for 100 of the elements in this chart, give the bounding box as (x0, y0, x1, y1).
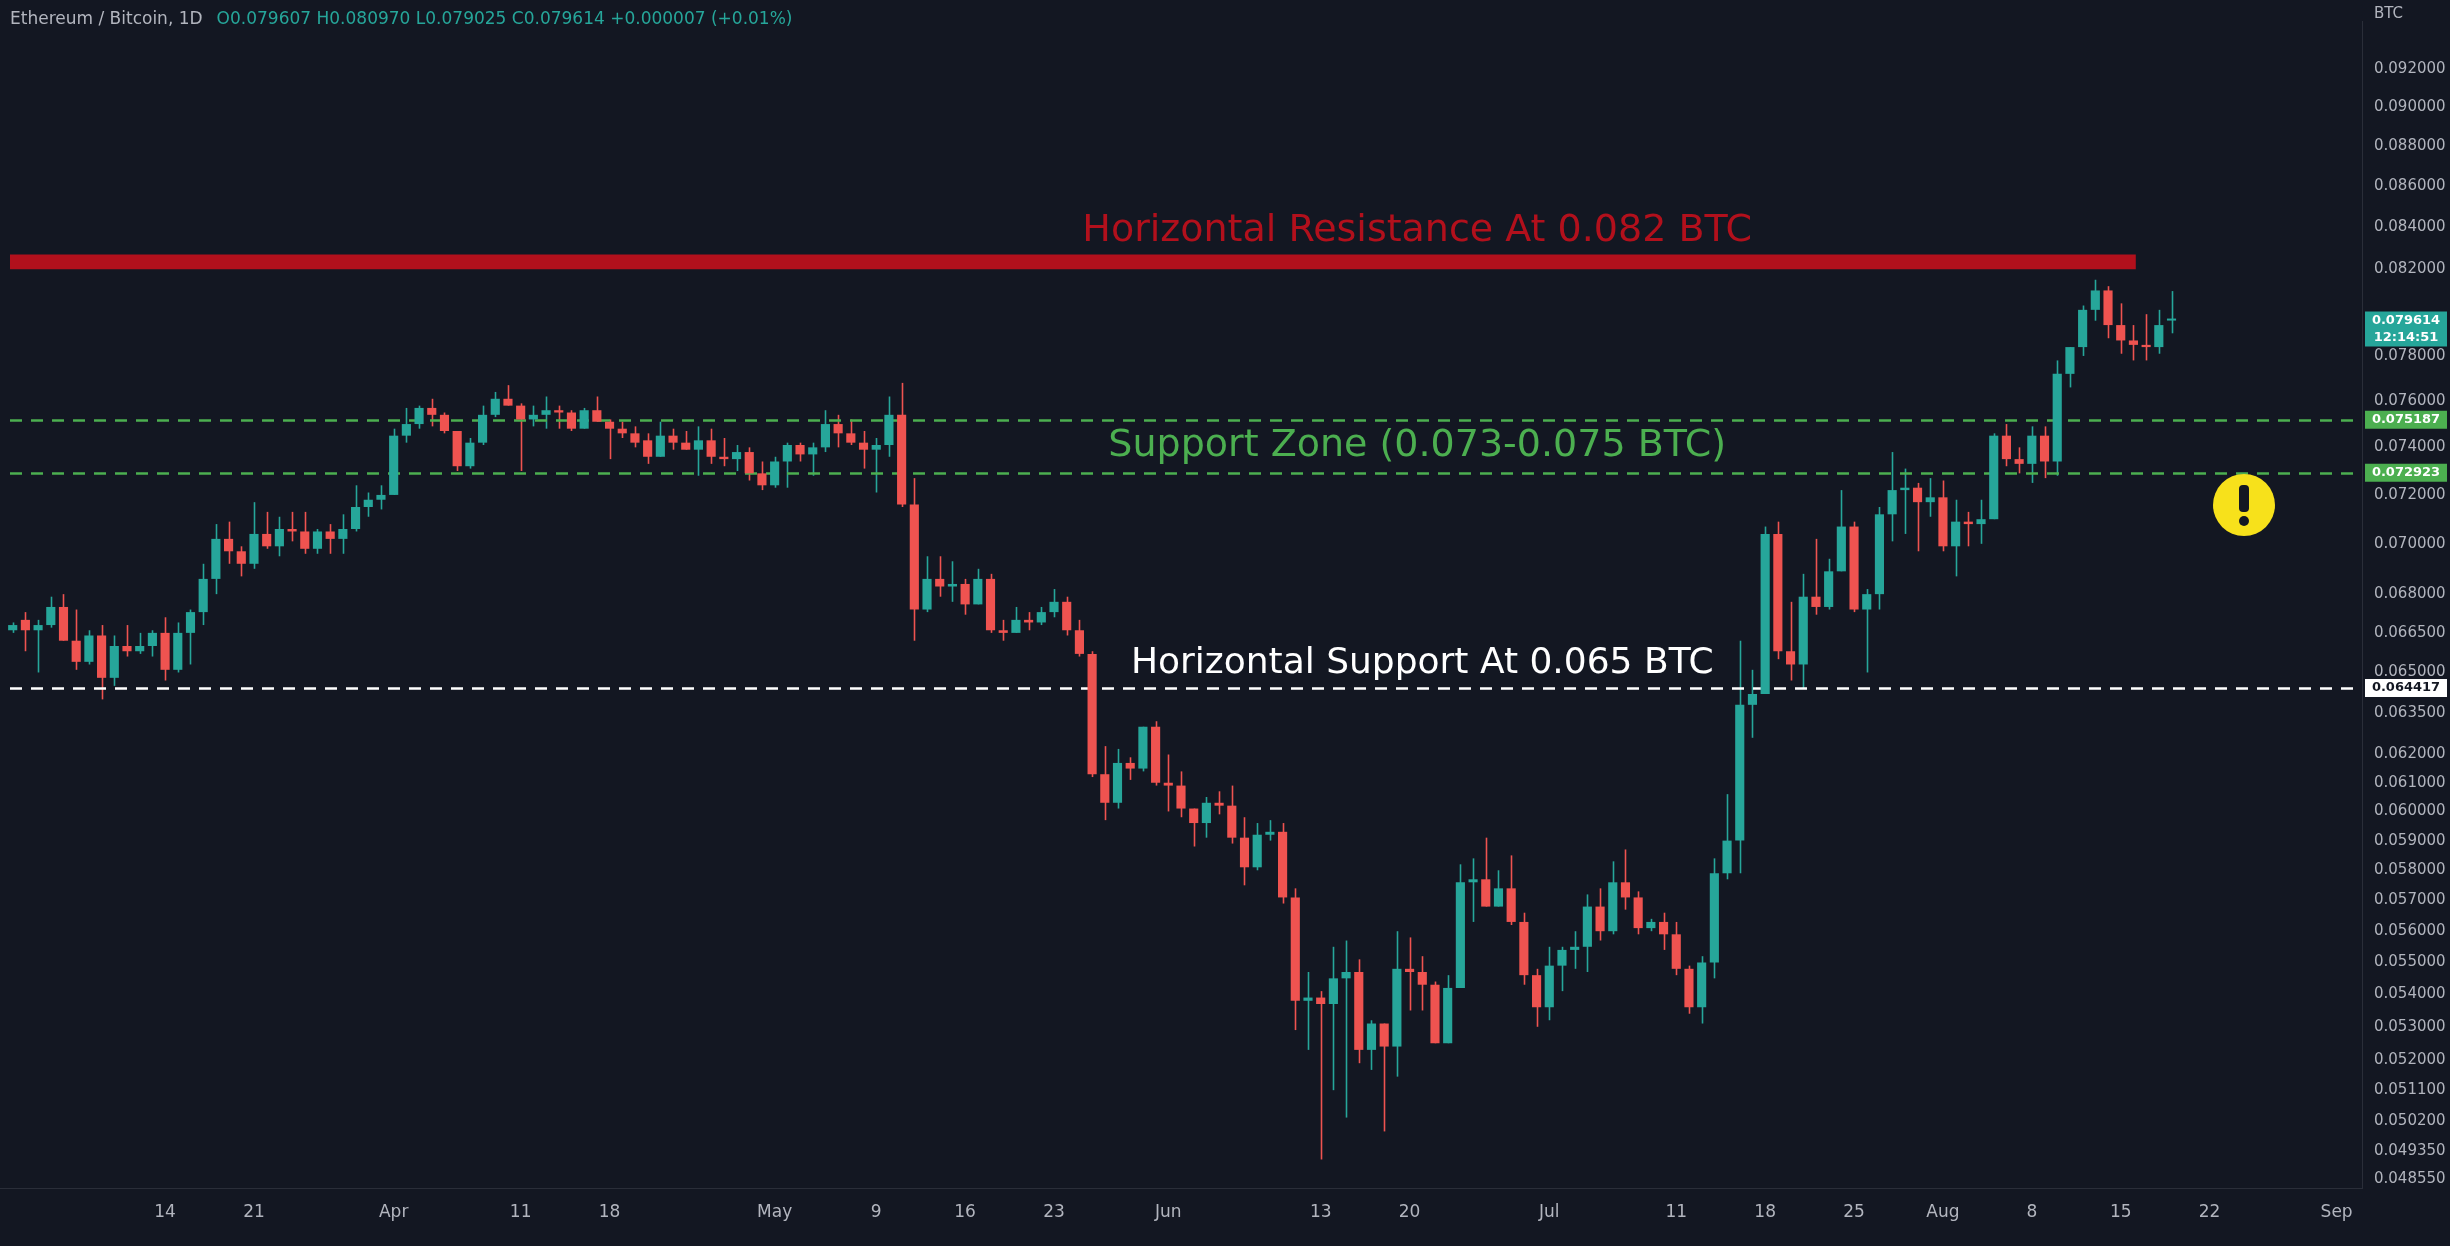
x-tick-label: 11 (1665, 1200, 1688, 1221)
y-tick-label: 0.072000 (2374, 484, 2446, 503)
candlestick (2166, 290, 2177, 335)
candlestick (566, 409, 577, 432)
y-tick-label: 0.054000 (2374, 984, 2446, 1003)
candlestick (1417, 955, 1427, 1012)
candlestick (338, 513, 348, 555)
candlestick (1785, 601, 1796, 682)
candlestick (1747, 669, 1758, 739)
text: 0.079614 (2371, 311, 2441, 327)
x-tick-label: 18 (598, 1200, 621, 1221)
x-tick-label: 8 (2026, 1200, 2038, 1221)
candlestick (681, 430, 691, 451)
candlestick (858, 430, 869, 470)
candlestick (1214, 790, 1224, 816)
candlestick (1125, 756, 1135, 781)
y-tick-label: 0.065000 (2374, 662, 2446, 681)
y-tick-label: 0.062000 (2374, 744, 2446, 763)
candlestick (1303, 971, 1313, 1051)
candlestick (782, 441, 792, 489)
y-tick-label: 0.068000 (2374, 584, 2446, 603)
x-tick-label: 21 (243, 1200, 265, 1221)
candlestick (1912, 482, 1923, 553)
candlestick (1049, 588, 1059, 619)
candlestick (833, 414, 843, 449)
candlestick (465, 437, 475, 470)
candlestick (1976, 498, 1986, 545)
candlestick (744, 446, 754, 482)
x-tick-label: 13 (1309, 1200, 1332, 1221)
candlestick (655, 420, 665, 458)
candlestick (427, 397, 437, 428)
y-tick-label: 0.056000 (2374, 921, 2446, 940)
y-tick-label: 0.082000 (2374, 259, 2446, 278)
chart-title: Ethereum / Bitcoin, 1D (10, 8, 203, 28)
candlestick (1176, 770, 1186, 819)
candlestick (2141, 313, 2151, 362)
candlestick (757, 460, 767, 491)
candlestick (490, 391, 500, 418)
candlestick (185, 608, 196, 666)
candlestick (960, 578, 970, 616)
candlestick (693, 425, 704, 477)
candlestick (706, 427, 716, 465)
candlestick (630, 425, 640, 449)
x-tick-label: 20 (1398, 1200, 1421, 1221)
candlestick (2128, 324, 2138, 362)
y-tick-label: 0.090000 (2374, 97, 2446, 116)
x-tick-label: Jun (1154, 1200, 1182, 1221)
candlestick (1379, 1022, 1389, 1133)
candlestick (1570, 930, 1580, 970)
x-tick-label: Apr (378, 1200, 409, 1221)
candlestick (1658, 911, 1669, 951)
y-tick-label: 0.070000 (2374, 533, 2446, 552)
y-tick-label: 0.053000 (2374, 1016, 2446, 1035)
y-tick-label: 0.066500 (2374, 622, 2446, 641)
candlestick (643, 432, 653, 465)
candlestick (935, 555, 945, 598)
y-tick-label: 0.074000 (2374, 437, 2446, 456)
candlestick (1163, 753, 1173, 813)
x-tick-label: 23 (1043, 1200, 1065, 1221)
candlestick (1468, 857, 1478, 923)
ref-line-label: 0.072923 (2371, 464, 2441, 480)
candlestick (325, 523, 335, 555)
candlestick (300, 511, 310, 555)
candlestick (947, 560, 957, 603)
candlestick (1811, 538, 1821, 616)
x-tick-label: Sep (2320, 1200, 2353, 1221)
candlestick (376, 484, 386, 511)
candlestick (46, 595, 56, 629)
candlestick (1557, 945, 1567, 992)
x-tick-label: 9 (870, 1200, 882, 1221)
candlestick (503, 384, 513, 407)
candlestick (795, 441, 805, 463)
candlestick (2014, 446, 2024, 475)
x-tick-label: May (757, 1200, 793, 1221)
x-tick-label: 25 (1843, 1200, 1865, 1221)
x-tick-label: 11 (509, 1200, 532, 1221)
y-tick-label: 0.051100 (2374, 1080, 2446, 1099)
y-tick-label: 0.049350 (2374, 1140, 2446, 1159)
candlestick (1405, 936, 1415, 1012)
candlestick (1341, 939, 1351, 1119)
candlestick (414, 404, 424, 430)
y-tick-label: 0.078000 (2374, 345, 2446, 364)
candlestick (1925, 477, 1935, 518)
candlestick (554, 404, 564, 430)
candlestick (33, 619, 43, 674)
candlestick (1036, 606, 1046, 626)
y-tick-label: 0.050200 (2374, 1110, 2446, 1129)
candlestick (1620, 848, 1631, 911)
candlestick (236, 545, 246, 578)
candlestick (579, 407, 589, 430)
annotation: Support Zone (0.073-0.075 BTC) (1108, 421, 1727, 466)
candlestick (1189, 807, 1199, 848)
candlestick (820, 409, 830, 453)
candlestick (1316, 990, 1326, 1161)
x-tick-label: 14 (154, 1200, 176, 1221)
candlestick (541, 395, 551, 430)
candlestick (20, 611, 30, 653)
x-tick-label: 18 (1754, 1200, 1776, 1221)
x-tick-label: 22 (2198, 1200, 2221, 1221)
candlestick (439, 411, 450, 435)
